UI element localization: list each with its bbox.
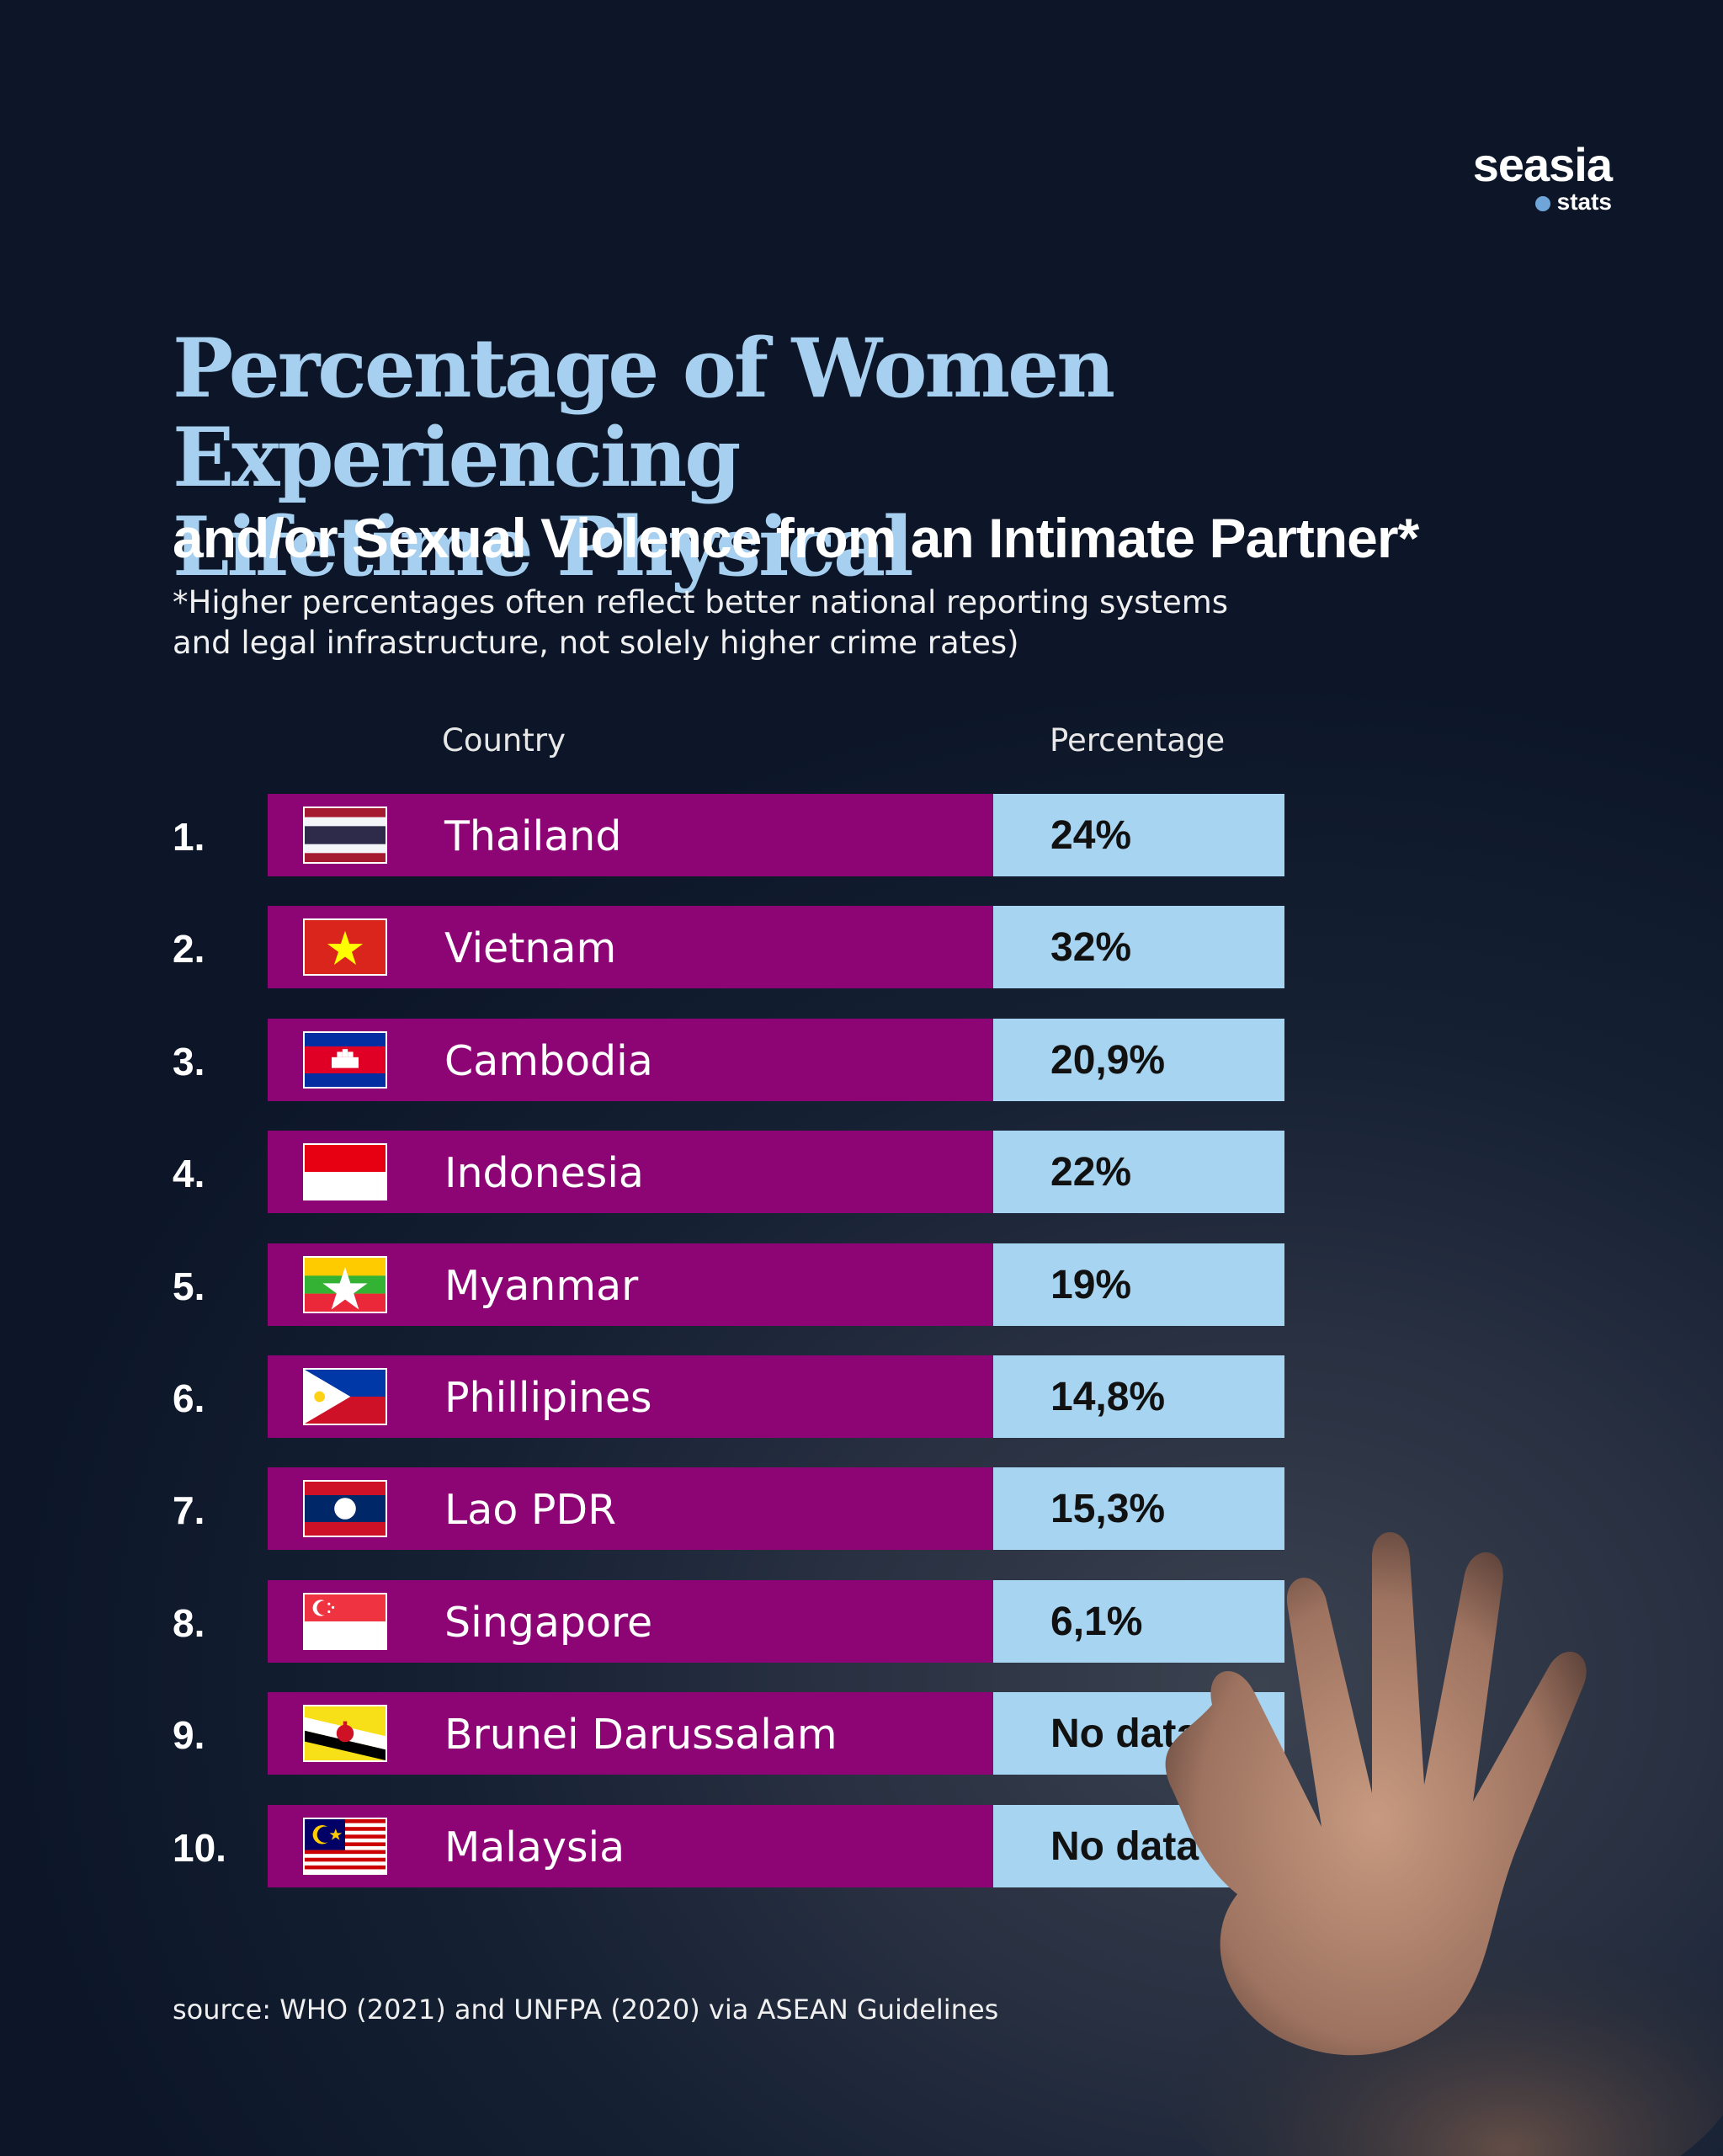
rank-label: 3. [173,1040,205,1083]
rank-label: 5. [173,1264,205,1308]
percentage-value: 24% [1050,813,1132,858]
malaysia-flag-icon [303,1818,387,1875]
logo-dot-icon [1534,196,1550,211]
raised-hand-image [1145,1532,1723,2156]
percentage-cell: 14,8% [993,1355,1284,1438]
chart-title: Percentage of Women Experiencing Lifetim… [173,324,1603,592]
country-name: Lao PDR [444,1486,617,1534]
percentage-value: 14,8% [1050,1375,1166,1419]
country-name: Vietnam [444,924,617,972]
percentage-value: 20,9% [1050,1038,1166,1083]
percentage-value: 22% [1050,1150,1132,1195]
rank-label: 8. [173,1601,205,1645]
percentage-cell: 19% [993,1243,1284,1326]
column-header-percentage: Percentage [1050,722,1226,759]
title-line-2: Lifetime Physical [173,499,914,594]
laos-flag-icon [303,1480,387,1537]
cambodia-flag-icon [303,1031,387,1089]
country-bar: Myanmar [268,1243,993,1326]
country-bar: Cambodia [268,1019,993,1101]
country-name: Myanmar [444,1262,639,1310]
country-bar: Lao PDR [268,1467,993,1550]
rank-label: 7. [173,1488,205,1532]
rank-label: 6. [173,1376,205,1420]
singapore-flag-icon [303,1593,387,1650]
percentage-cell: 32% [993,906,1284,988]
country-bar: Thailand [268,794,993,876]
country-name: Thailand [444,812,622,860]
logo-wordmark: seasia [1472,138,1613,191]
country-bar: Brunei Darussalam [268,1692,993,1775]
country-bar: Singapore [268,1580,993,1663]
footnote-line-2: and legal infrastructure, not solely hig… [173,625,1019,661]
rank-label: 1. [173,815,205,859]
footnote: *Higher percentages often reflect better… [173,583,1435,663]
country-name: Singapore [444,1599,653,1647]
country-name: Indonesia [444,1149,644,1197]
country-name: Phillipines [444,1374,652,1422]
country-name: Malaysia [444,1823,625,1871]
rank-label: 2. [173,927,205,971]
percentage-value: 6,1% [1050,1600,1143,1644]
footnote-line-1: *Higher percentages often reflect better… [173,584,1229,620]
country-name: Brunei Darussalam [444,1711,838,1759]
seasia-stats-logo: seasia stats [1472,138,1613,216]
percentage-cell: 6,1% [993,1580,1284,1663]
country-bar: Vietnam [268,906,993,988]
country-bar: Malaysia [268,1805,993,1887]
percentage-value: 19% [1050,1263,1132,1307]
indonesia-flag-icon [303,1143,387,1200]
percentage-value: 15,3% [1050,1487,1166,1531]
percentage-cell: 24% [993,794,1284,876]
percentage-cell: 15,3% [993,1467,1284,1550]
rank-label: 9. [173,1713,205,1757]
percentage-value: 32% [1050,925,1132,970]
source-note: source: WHO (2021) and UNFPA (2020) via … [173,1994,999,2026]
title-line-1: Percentage of Women Experiencing [173,321,1115,505]
country-name: Cambodia [444,1037,653,1085]
vietnam-flag-icon [303,918,387,976]
rank-label: 10. [173,1826,226,1870]
percentage-cell: 20,9% [993,1019,1284,1101]
thailand-flag-icon [303,807,387,864]
rank-label: 4. [173,1152,205,1195]
percentage-cell: 22% [993,1131,1284,1213]
myanmar-flag-icon [303,1256,387,1313]
country-bar: Indonesia [268,1131,993,1213]
logo-sub-label: stats [1556,189,1612,215]
logo-subtext: stats [1473,189,1612,216]
country-bar: Phillipines [268,1355,993,1438]
column-header-country: Country [442,722,566,759]
philippines-flag-icon [303,1368,387,1425]
percentage-value: No data [1050,1824,1199,1869]
brunei-flag-icon [303,1705,387,1762]
chart-subtitle: and/or Sexual Violence from an Intimate … [173,507,1419,569]
